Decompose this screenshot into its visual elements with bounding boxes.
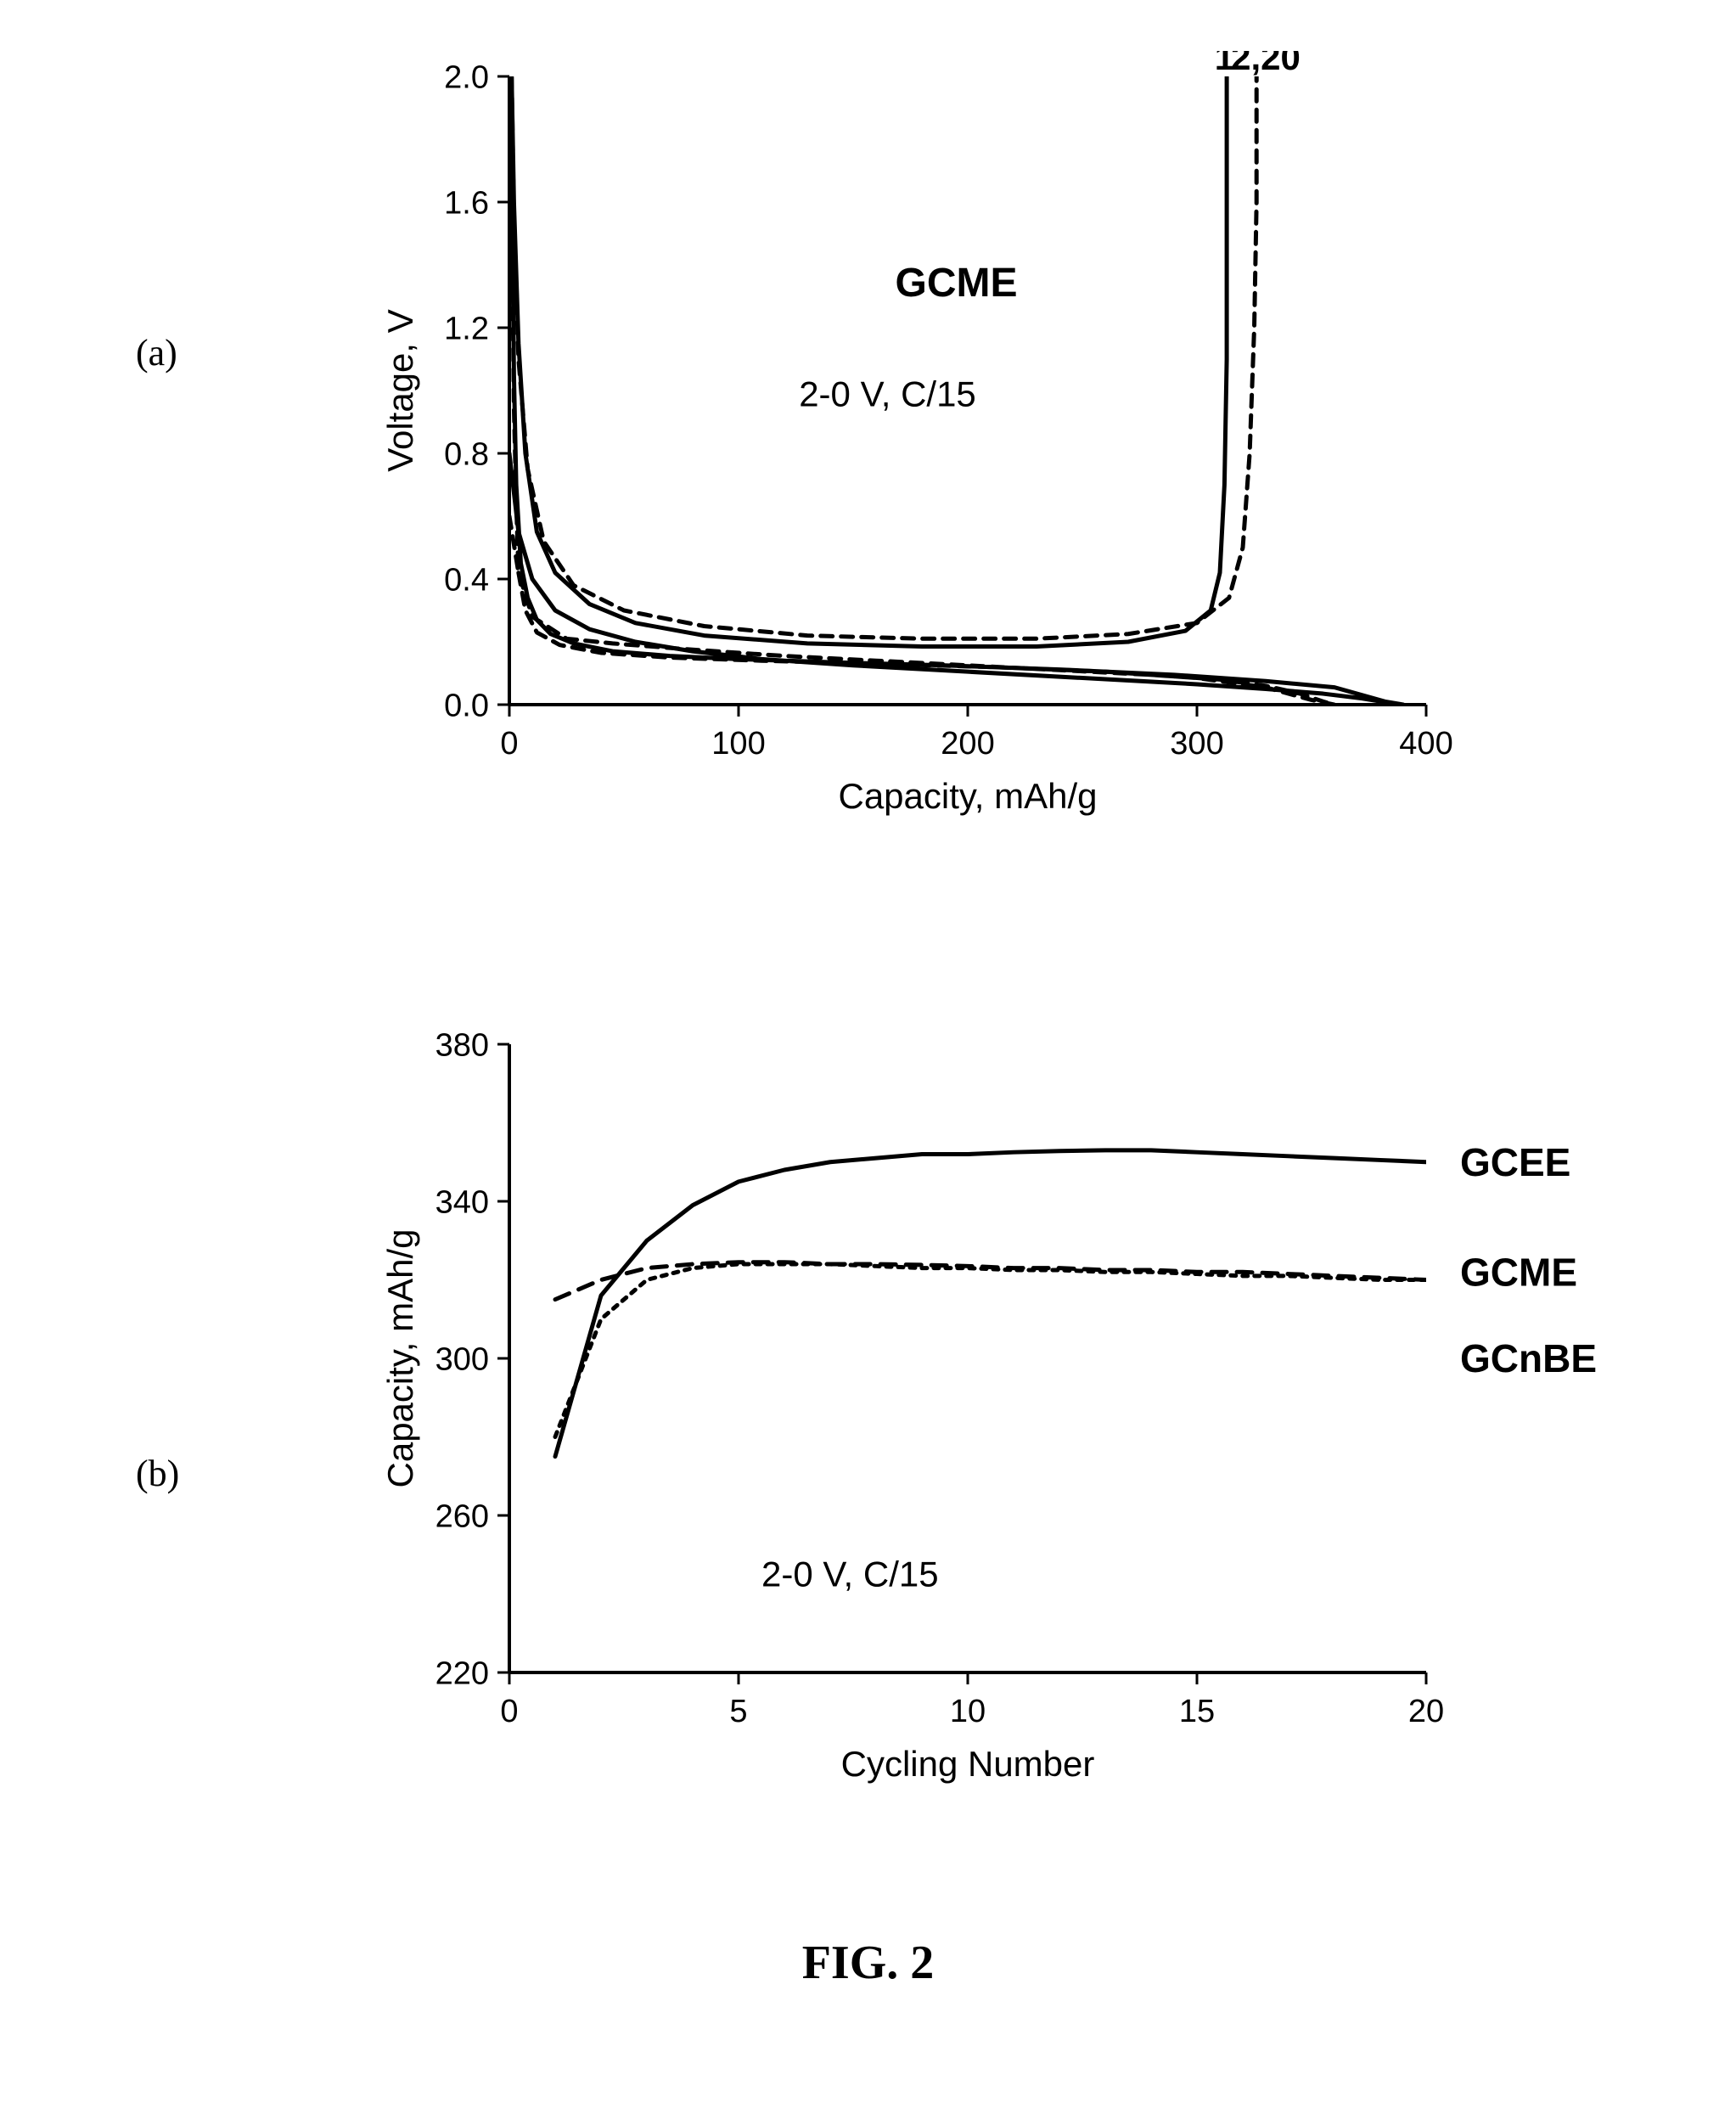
series-GCnBE [555,1264,1426,1437]
svg-text:300: 300 [435,1341,489,1377]
svg-text:5: 5 [729,1694,747,1729]
panel-b-label: (b) [136,1452,179,1495]
svg-text:0.0: 0.0 [444,688,489,723]
chart-b-inset-subtitle: 2-0 V, C/15 [761,1554,939,1594]
svg-text:Voltage, V: Voltage, V [380,309,420,471]
chart-a-annotation-1: 2,20 [1231,51,1301,77]
svg-text:300: 300 [1170,726,1223,762]
svg-text:340: 340 [435,1184,489,1220]
chart-a-svg: 0 100 200 300 400 0.0 0.4 0.8 1.2 1.6 2.0 Capacity,… [365,51,1486,866]
svg-text:15: 15 [1179,1694,1215,1729]
chart-a: 0 100 200 300 400 0.0 0.4 0.8 1.2 1.6 2.0 Capacity,… [365,51,1486,870]
svg-text:Capacity, mAh/g: Capacity, mAh/g [380,1228,420,1487]
chart-a-inset-subtitle: 2-0 V, C/15 [799,374,976,414]
chart-a-inset-title: GCME [896,261,1018,306]
svg-text:2.0: 2.0 [444,59,489,95]
svg-text:400: 400 [1399,726,1452,762]
svg-text:0: 0 [500,726,518,762]
svg-text:260: 260 [435,1498,489,1534]
series-GCEE [555,1150,1426,1457]
svg-text:0: 0 [500,1694,518,1729]
svg-text:1.2: 1.2 [444,311,489,346]
svg-text:0.8: 0.8 [444,436,489,472]
figure-caption: FIG. 2 [0,1936,1736,1990]
figure-page: (a) 01002003004000.00.40.81.21.62.0Capac… [0,0,1736,2125]
panel-a-label: (a) [136,331,177,374]
svg-text:220: 220 [435,1656,489,1691]
legend-GCEE: GCEE [1460,1140,1570,1184]
svg-text:10: 10 [950,1694,986,1729]
chart-b: 0 5 10 15 20 220 260 300 340 380 Cycling Number Cap… [365,1019,1638,1838]
legend-GCnBE: GCnBE [1460,1336,1597,1380]
svg-text:20: 20 [1408,1694,1444,1729]
svg-text:0.4: 0.4 [444,562,489,598]
svg-text:Capacity, mAh/g: Capacity, mAh/g [838,776,1097,816]
chart-b-svg: 0 5 10 15 20 220 260 300 340 380 Cycling Number Cap… [365,1019,1638,1834]
svg-text:1.6: 1.6 [444,185,489,221]
svg-text:380: 380 [435,1027,489,1063]
svg-text:200: 200 [941,726,994,762]
legend-GCME: GCME [1460,1250,1577,1294]
svg-text:Cycling Number: Cycling Number [841,1744,1095,1784]
svg-text:100: 100 [711,726,765,762]
